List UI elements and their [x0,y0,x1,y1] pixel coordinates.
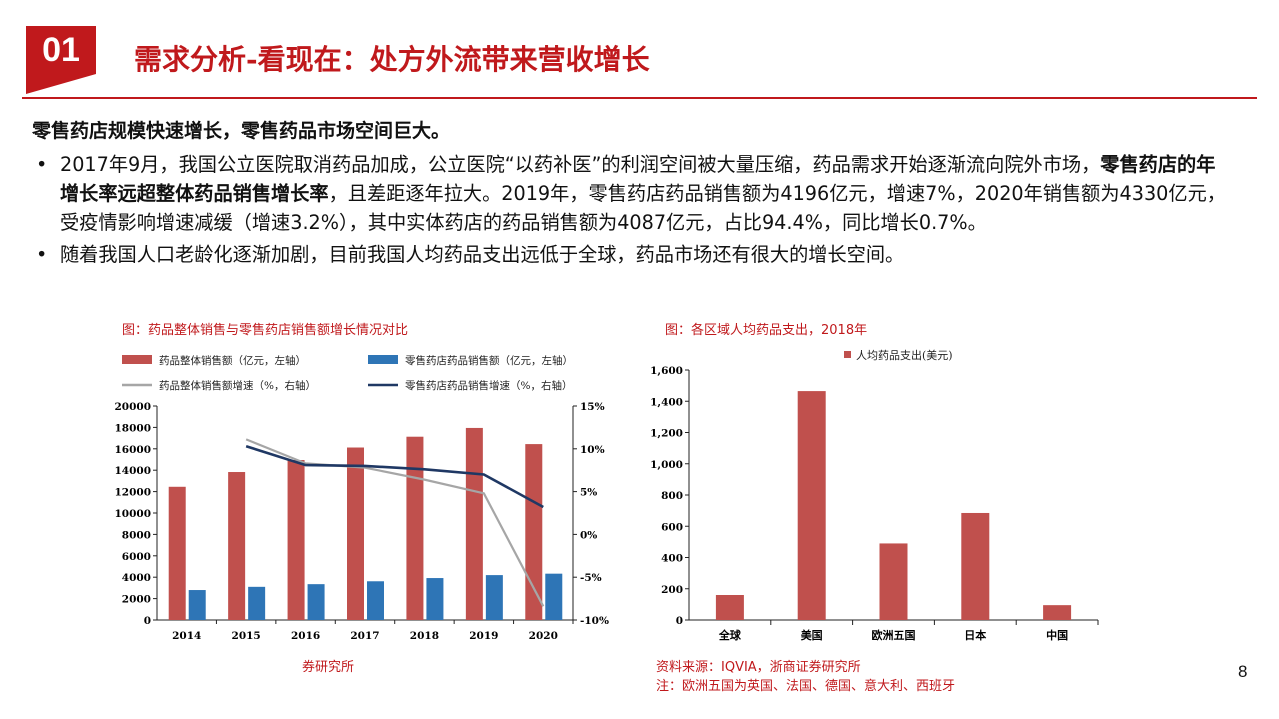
left-chart-caption: 图：药品整体销售与零售药店销售额增长情况对比 [122,323,409,338]
page-number: 8 [1238,662,1248,681]
bar-total-sales-2017 [347,447,364,620]
left-tick-label: 16000 [114,444,151,456]
left-tick-label: 2000 [122,594,151,606]
left-tick-label: 14000 [114,465,151,477]
bar-美国 [797,391,826,620]
x-tick-label: 2015 [232,630,261,642]
x-tick-label: 欧洲五国 [872,628,916,642]
legend-label-1: 零售药店药品销售额（亿元，左轴） [405,354,573,367]
badge-corner-decoration [26,74,96,94]
bullet-dot-icon: • [36,243,48,266]
y-tick-label: 200 [661,584,683,596]
bullet-1-text-a: 2017年9月，我国公立医院取消药品加成，公立医院“以药补医”的利润空间被大量压… [60,153,1101,176]
x-tick-label: 日本 [964,628,986,642]
right-tick-label: -5% [580,572,602,584]
bar-total-sales-2014 [168,486,186,620]
bullet-dot-icon: • [36,153,48,176]
right-chart-source: 资料来源：IQVIA，浙商证券研究所 [656,660,861,675]
bar-retail-sales-2016 [307,584,325,620]
sales-growth-chart: 药品整体销售额（亿元，左轴） 零售药店药品销售额（亿元，左轴） 药品整体销售额增速（… [114,354,609,642]
per-capita-spend-chart: 人均药品支出(美元) 0 200 400 600 800 1,000 1,200 1,400 1,… [650,348,1099,642]
left-tick-label: 18000 [114,422,151,434]
bullet-item-1: • 2017年9月，我国公立医院取消药品加成，公立医院“以药补医”的利润空间被大量… [32,150,1232,237]
bar-欧洲五国 [879,543,908,620]
x-tick-label: 2017 [350,630,379,642]
bullet-2-text: 随着我国人口老龄化逐渐加剧，目前我国人均药品支出远低于全球，药品市场还有很大的增… [60,243,905,266]
left-tick-label: 4000 [122,572,151,584]
bullet-1-bold: 零售药店的年增长率远超整体药品销售增长率 [60,153,1216,205]
x-tick-label: 2014 [172,630,201,642]
x-tick-label: 2018 [410,630,439,642]
x-tick-label: 2016 [291,630,320,642]
y-tick-label: 1,400 [650,396,683,408]
bar-retail-sales-2015 [248,586,266,620]
y-tick-label: 1,000 [650,459,683,471]
page-title: 需求分析-看现在：处方外流带来营收增长 [134,43,650,76]
left-tick-label: 12000 [114,487,151,499]
y-tick-label: 1,600 [650,365,683,377]
left-tick-label: 8000 [122,529,151,541]
right-chart-note: 注：欧洲五国为英国、法国、德国、意大利、西班牙 [656,679,956,694]
left-tick-label: 20000 [114,401,151,413]
y-tick-label: 400 [661,553,683,565]
line-total-growth [245,438,545,607]
line-retail-growth [245,444,544,509]
bullet-1-text-b: ，且差距逐年拉大。2019年，零售药店药品销售额为4196亿元，增速7%，202… [60,182,1226,234]
left-chart-source: 券研究所 [302,660,355,675]
section-badge: 01 [26,26,96,74]
bar-total-sales-2019 [465,427,483,620]
bar-日本 [961,512,990,620]
legend-label-3: 零售药店药品销售增速（%，右轴） [405,379,572,392]
bar-total-sales-2015 [228,472,246,620]
bar-retail-sales-2020 [545,573,563,620]
bar-total-sales-2020 [525,444,543,620]
right-tick-label: -10% [580,615,609,627]
bar-retail-sales-2014 [188,590,206,620]
right-tick-label: 0% [580,529,597,541]
right-tick-label: 5% [580,487,597,499]
bar-retail-sales-2019 [485,575,503,620]
bar-中国 [1043,605,1072,620]
right-chart-caption: 图：各区域人均药品支出，2018年 [665,323,868,338]
legend-swatch-0 [122,355,152,364]
y-tick-label: 600 [661,521,683,533]
legend-label-0: 药品整体销售额（亿元，左轴） [159,354,306,367]
x-tick-label: 2019 [469,630,498,642]
legend-swatch [844,351,851,358]
bar-total-sales-2016 [287,460,305,620]
legend-label: 人均药品支出(美元) [856,348,953,362]
legend-swatch-1 [368,355,398,364]
left-tick-label: 10000 [114,508,151,520]
x-tick-label: 中国 [1046,628,1068,642]
lead-sentence: 零售药店规模快速增长，零售药品市场空间巨大。 [32,120,451,142]
legend-label-2: 药品整体销售额增速（%，右轴） [159,379,316,392]
x-tick-label: 2020 [529,630,558,642]
y-tick-label: 800 [661,490,683,502]
right-tick-label: 15% [580,401,605,413]
bullet-list: • 2017年9月，我国公立医院取消药品加成，公立医院“以药补医”的利润空间被大量… [32,150,1232,272]
left-tick-label: 0 [144,615,151,627]
left-tick-label: 6000 [122,551,151,563]
right-tick-label: 10% [580,444,605,456]
x-tick-label: 美国 [801,628,823,642]
bullet-item-2: • 随着我国人口老龄化逐渐加剧，目前我国人均药品支出远低于全球，药品市场还有很大的… [32,240,1232,269]
title-divider [22,97,1257,99]
y-tick-label: 1,200 [650,428,683,440]
bar-retail-sales-2018 [426,578,444,620]
bar-retail-sales-2017 [367,581,384,620]
bar-全球 [715,595,744,620]
bar-total-sales-2018 [406,436,424,620]
x-tick-label: 全球 [718,628,742,642]
y-tick-label: 0 [676,615,683,627]
